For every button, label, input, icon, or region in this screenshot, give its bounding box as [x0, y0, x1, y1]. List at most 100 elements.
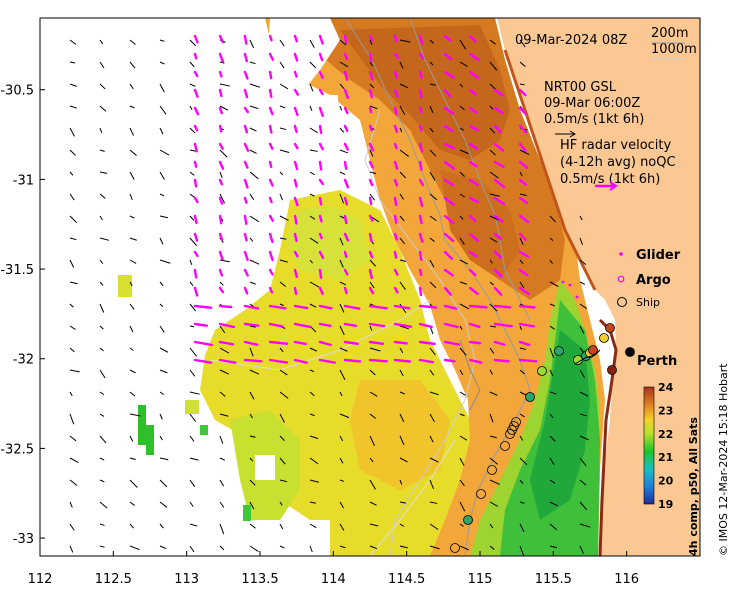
radar-vector [193, 52, 198, 60]
model-vector [99, 237, 110, 241]
model-vector [549, 435, 556, 442]
radar-vector [318, 214, 323, 223]
contour-label-1000m: 1000m [651, 42, 697, 57]
radar-vector [468, 340, 482, 345]
model-vector [519, 457, 528, 466]
city-label-perth: Perth [637, 354, 677, 369]
lon-tick-label: 112.5 [95, 572, 132, 587]
model-vector [99, 501, 108, 509]
model-vector [189, 171, 195, 176]
radar-vector [393, 304, 411, 310]
radar-vector [243, 214, 248, 226]
model-vector [399, 259, 407, 262]
radar-vector [218, 286, 225, 294]
model-vector [369, 281, 375, 289]
model-vector [129, 215, 135, 219]
radar-vector [318, 34, 324, 45]
model-vector [69, 149, 76, 156]
radar-vector [343, 178, 350, 189]
model-vector [459, 325, 463, 330]
model-vector [129, 61, 136, 69]
model-vector [339, 523, 345, 531]
radar-vector [443, 304, 458, 310]
coastline [598, 318, 618, 556]
radar-vector [318, 268, 323, 279]
radar-vector [343, 70, 349, 81]
model-vector [99, 149, 105, 152]
model-vector [399, 435, 405, 446]
radar-vector [468, 232, 480, 242]
model-vector [159, 171, 165, 180]
model-vector [579, 303, 587, 309]
ship-track-line [574, 349, 601, 365]
radar-vector [343, 214, 348, 225]
model-vector [459, 127, 464, 131]
radar-vector [418, 232, 424, 243]
radar-vector [393, 322, 413, 328]
radar-vector [218, 250, 224, 261]
model-vector [369, 479, 376, 490]
model-vector [369, 193, 376, 201]
model-vector [219, 281, 224, 286]
radar-vector [393, 232, 398, 241]
radar-vector [368, 268, 373, 280]
model-vector [579, 457, 587, 467]
radar-vector [368, 322, 386, 328]
model-vector [399, 237, 405, 245]
radar-vector [268, 70, 273, 80]
model-vector [579, 523, 591, 528]
map-canvas[interactable] [40, 18, 700, 556]
radar-vector [393, 142, 398, 150]
radar-vector [368, 304, 388, 310]
model-vector [399, 149, 409, 157]
model-vector [489, 435, 497, 439]
model-vector [429, 391, 439, 396]
model-vector [429, 479, 434, 490]
model-vector [129, 501, 135, 506]
model-vector [519, 325, 522, 330]
radar-vector [518, 358, 538, 363]
model-vector [579, 281, 586, 285]
model-vector [459, 215, 464, 220]
radar-vector [293, 322, 312, 329]
model-vector [549, 501, 559, 507]
model-vector [429, 171, 436, 181]
model-vector [99, 39, 104, 45]
model-vector [129, 303, 135, 310]
model-vector [339, 457, 344, 464]
model-vector [219, 83, 230, 87]
credit-text: © IMOS 12-Mar-2024 15:18 Hobart [717, 363, 730, 556]
radar-vector [393, 124, 399, 133]
radar-vector [368, 340, 385, 345]
model-vector [399, 215, 405, 222]
radar-vector [218, 124, 223, 133]
radar-vector [243, 250, 249, 262]
model-vector [279, 127, 287, 131]
radar-vector [393, 340, 408, 345]
radar-vector [368, 88, 374, 99]
radar-vector [318, 358, 336, 364]
radar-vector [218, 160, 225, 170]
radar-vector [268, 322, 284, 328]
model-vector [309, 171, 315, 176]
argo-label: Argo [636, 273, 671, 288]
model-vector [249, 193, 255, 200]
model-vector [369, 523, 379, 527]
model-vector [69, 545, 74, 553]
model-vector [249, 215, 260, 223]
model-vector [579, 215, 583, 221]
model-vector [99, 413, 105, 417]
model-vector [339, 215, 345, 219]
radar-legend-avg: (4-12h avg) noQC [560, 155, 676, 170]
model-vector [489, 105, 494, 110]
ship-label: Ship [636, 296, 660, 309]
model-vector [189, 105, 193, 110]
model-vector [249, 457, 254, 462]
model-vector [579, 501, 588, 511]
radar-vector [368, 52, 373, 62]
radar-vector [343, 268, 349, 276]
model-vector [489, 457, 499, 465]
radar-vector [193, 268, 198, 279]
radar-vector [243, 178, 249, 189]
model-vector [309, 457, 319, 465]
